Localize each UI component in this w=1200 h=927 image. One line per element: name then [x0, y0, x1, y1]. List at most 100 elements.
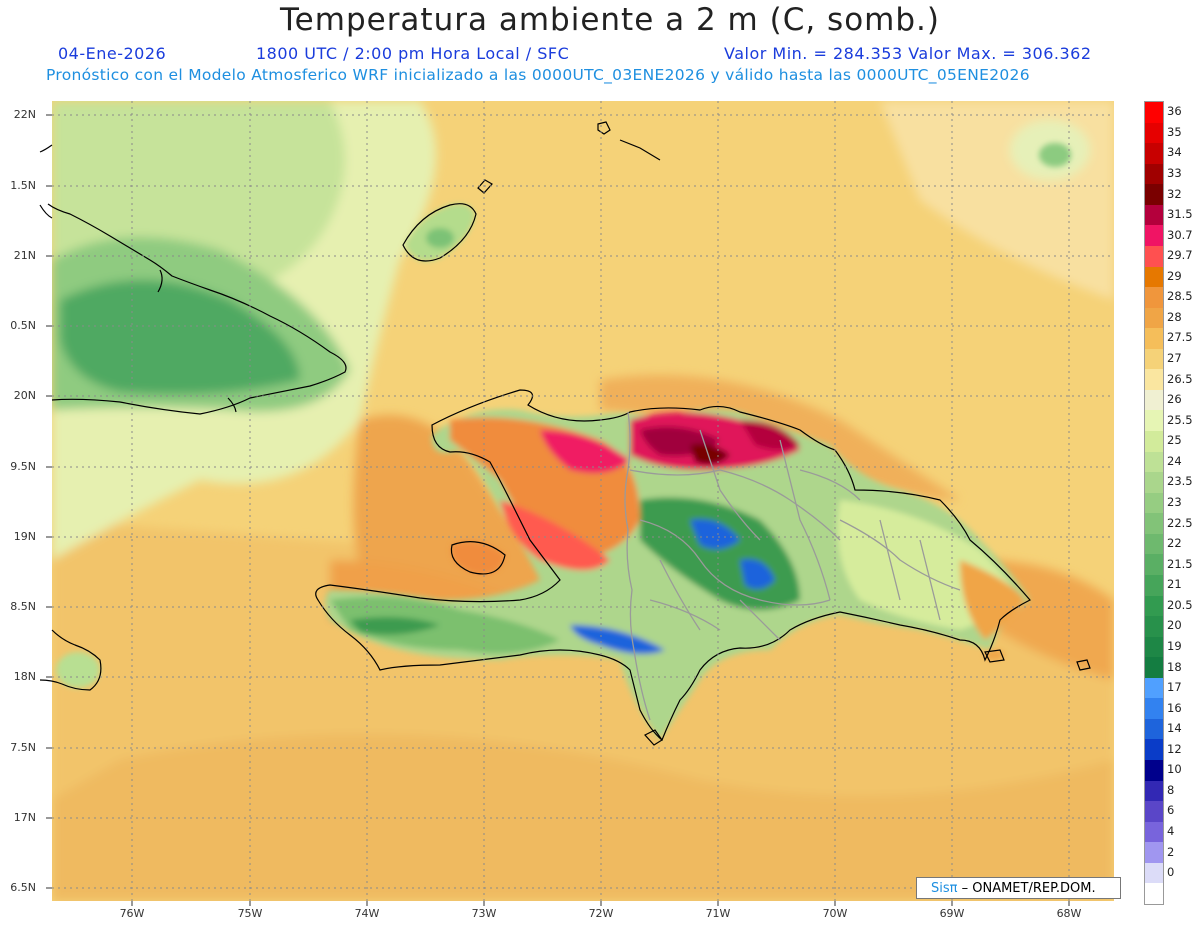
legend-label: 23	[1167, 495, 1182, 509]
legend-label: 18	[1167, 659, 1182, 674]
legend-label: 4	[1167, 824, 1175, 839]
lon-label: 72W	[588, 907, 614, 920]
legend-swatch	[1145, 143, 1163, 164]
lat-label: 18N	[13, 670, 36, 683]
lat-label: 1.5N	[10, 179, 36, 192]
lon-label: 73W	[471, 907, 497, 920]
legend-swatch	[1145, 287, 1163, 308]
legend-swatch	[1145, 533, 1163, 555]
legend-label: 16	[1167, 700, 1182, 715]
legend-label: 22.5	[1167, 515, 1193, 530]
legend-swatch	[1145, 677, 1163, 699]
legend-label: 24	[1167, 453, 1182, 468]
legend-label: 0	[1167, 865, 1175, 880]
legend-label: 35	[1167, 124, 1182, 139]
legend-swatch	[1145, 595, 1163, 617]
legend-swatch	[1145, 616, 1163, 637]
lat-label: 17N	[13, 811, 36, 824]
legend-label: 2	[1167, 844, 1175, 859]
lon-label: 76W	[119, 907, 145, 920]
lat-label: 0.5N	[10, 319, 36, 332]
date-label: 04-Ene-2026	[58, 44, 167, 63]
legend-label: 29	[1167, 268, 1182, 283]
legend-label: 20	[1167, 618, 1182, 633]
lon-label: 75W	[237, 907, 263, 920]
legend-label: 27	[1167, 351, 1182, 366]
gonave-island	[451, 541, 505, 574]
legend-label: 34	[1167, 145, 1182, 160]
lat-label: 19N	[13, 530, 36, 543]
legend-swatch	[1145, 204, 1163, 226]
cuba-coastline	[47, 203, 347, 415]
legend-label: 25.5	[1167, 412, 1193, 427]
legend-label: 26	[1167, 392, 1182, 407]
credit-box: Sisπ – ONAMET/REP.DOM.	[916, 877, 1121, 899]
legend-label: 36	[1167, 104, 1182, 119]
gonave-coastline	[450, 541, 506, 575]
time-info: 1800 UTC / 2:00 pm Hora Local / SFC	[256, 44, 570, 63]
legend-swatch	[1145, 328, 1163, 349]
legend-label: 21	[1167, 577, 1182, 592]
legend-label: 26.5	[1167, 371, 1193, 386]
legend-swatch	[1145, 821, 1163, 843]
legend-label: 21.5	[1167, 556, 1193, 571]
legend-swatch	[1145, 574, 1163, 596]
legend-swatch	[1145, 348, 1163, 370]
lat-label: 8.5N	[10, 600, 36, 613]
legend-label: 8	[1167, 782, 1175, 797]
legend-swatch	[1145, 883, 1163, 904]
legend-swatch	[1145, 718, 1163, 740]
legend-label: 33	[1167, 165, 1182, 180]
legend-label: 6	[1167, 803, 1175, 818]
min-max-values: Valor Min. = 284.353 Valor Max. = 306.36…	[724, 44, 1092, 63]
legend-swatch	[1145, 163, 1163, 185]
legend-label: 10	[1167, 762, 1182, 777]
legend-label: 27.5	[1167, 330, 1193, 345]
lon-label: 71W	[705, 907, 731, 920]
color-legend	[1144, 101, 1164, 905]
legend-swatch	[1145, 122, 1163, 144]
legend-label: 25	[1167, 433, 1182, 448]
forecast-info: Pronóstico con el Modelo Atmosferico WRF…	[46, 66, 1030, 84]
legend-swatch	[1145, 657, 1163, 678]
legend-label: 12	[1167, 741, 1182, 756]
legend-swatch	[1145, 862, 1163, 884]
legend-swatch	[1145, 513, 1163, 534]
legend-swatch	[1145, 410, 1163, 431]
legend-swatch	[1145, 307, 1163, 329]
legend-swatch	[1145, 369, 1163, 390]
lon-label: 74W	[354, 907, 380, 920]
legend-label: 14	[1167, 721, 1182, 736]
haiti-dr-border	[624, 411, 651, 721]
lat-label: 6.5N	[10, 881, 36, 894]
lon-label: 70W	[822, 907, 848, 920]
legend-swatch	[1145, 492, 1163, 514]
legend-label: 28.5	[1167, 289, 1193, 304]
legend-swatch	[1145, 431, 1163, 452]
legend-swatch	[1145, 801, 1163, 822]
credit-text: – ONAMET/REP.DOM.	[961, 881, 1096, 896]
legend-label: 31.5	[1167, 207, 1193, 222]
legend-label: 20.5	[1167, 597, 1193, 612]
lat-label: 9.5N	[10, 460, 36, 473]
lat-label: 20N	[13, 389, 36, 402]
legend-label: 30.7	[1167, 227, 1193, 242]
legend-swatch	[1145, 245, 1163, 267]
legend-swatch	[1145, 760, 1163, 781]
legend-swatch	[1145, 698, 1163, 719]
legend-swatch	[1145, 842, 1163, 863]
legend-swatch	[1145, 102, 1163, 123]
legend-label: 19	[1167, 638, 1182, 653]
lat-label: 7.5N	[10, 741, 36, 754]
map-grid	[52, 101, 1114, 901]
legend-label: 28	[1167, 309, 1182, 324]
legend-swatch	[1145, 451, 1163, 473]
legend-swatch	[1145, 739, 1163, 760]
lat-label: 22N	[13, 108, 36, 121]
legend-swatch	[1145, 266, 1163, 288]
legend-swatch	[1145, 636, 1163, 658]
legend-swatch	[1145, 389, 1163, 411]
legend-label: 23.5	[1167, 474, 1193, 489]
lat-label: 21N	[13, 249, 36, 262]
legend-label: 17	[1167, 680, 1182, 695]
